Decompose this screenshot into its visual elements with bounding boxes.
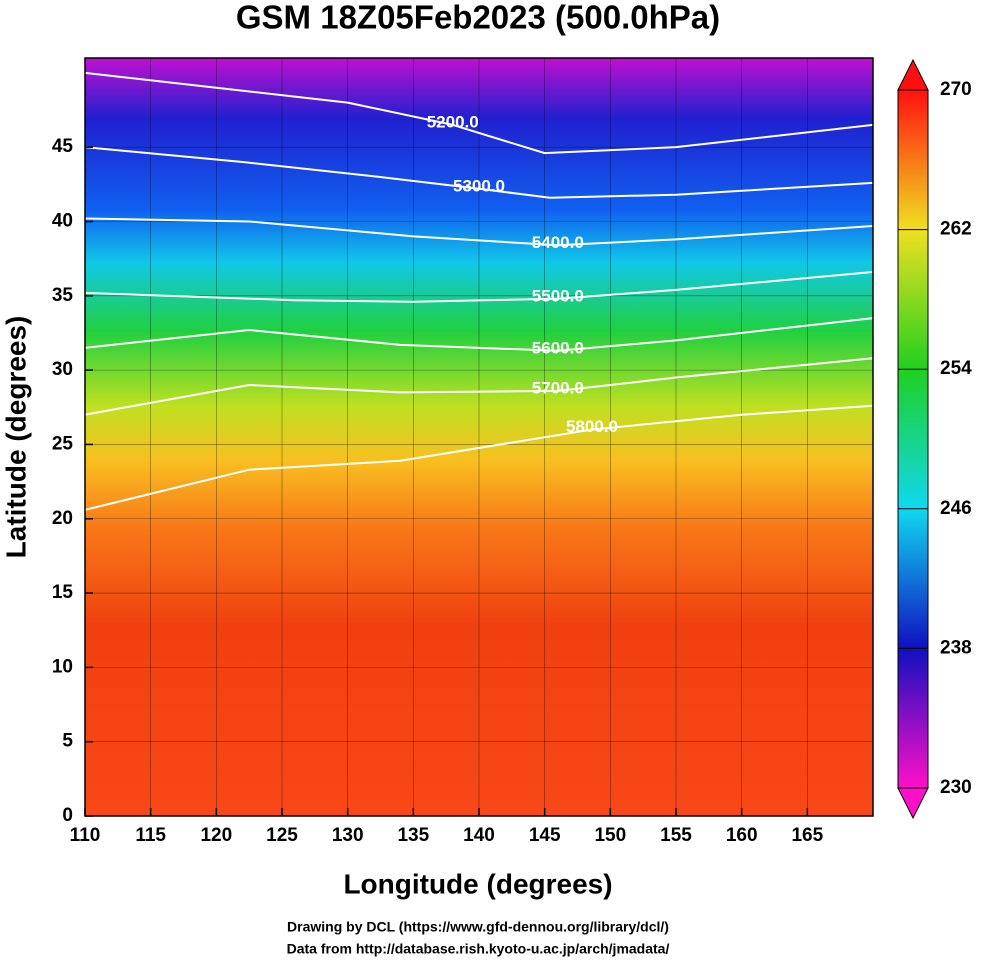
title: GSM 18Z05Feb2023 (500.0hPa) [236,0,720,36]
contour-line [84,404,874,511]
y-tick-label: 20 [52,508,73,529]
colorbar [897,89,929,789]
y-tick-label: 5 [62,731,73,752]
contour-label: 5400.0 [532,233,584,252]
x-tick-label: 120 [200,825,232,846]
contour-line [84,71,874,155]
y-tick-label: 30 [52,359,73,380]
x-tick-label: 165 [791,825,823,846]
contour-label: 5700.0 [532,378,584,397]
colorbar-max-arrow [897,58,929,91]
contour-label: 5600.0 [532,338,584,357]
x-tick-label: 155 [660,825,692,846]
y-tick-label: 25 [52,433,74,454]
y-tick-label: 45 [52,136,74,157]
footer-credit: Drawing by DCL (https://www.gfd-dennou.o… [287,919,669,935]
x-tick-label: 125 [266,825,298,846]
colorbar-tick-label: 262 [940,219,972,240]
x-tick-label: 140 [463,825,495,846]
y-tick-label: 0 [62,805,73,826]
contour-line [84,217,874,247]
contour-line [84,317,874,352]
contour-label: 5200.0 [427,112,479,131]
colorbar-tick-label: 246 [940,498,972,519]
contour-line [84,271,874,303]
contour-label: 5800.0 [566,417,618,436]
y-tick-label: 10 [52,656,73,677]
x-tick-label: 115 [135,825,166,846]
x-tick-label: 135 [397,825,429,846]
y-axis-label: Latitude (degrees) [0,316,31,559]
x-tick-label: 130 [332,825,364,846]
contour-label: 5500.0 [532,286,584,305]
x-tick-label: 160 [726,825,758,846]
colorbar-tick-label: 254 [940,358,972,379]
x-tick-label: 110 [70,825,101,846]
y-tick-label: 15 [52,582,74,603]
contour-line [84,146,874,199]
colorbar-tick-label: 230 [940,777,972,798]
y-tick-label: 35 [52,285,74,306]
x-tick-label: 150 [594,825,626,846]
x-tick-label: 145 [529,825,561,846]
colorbar-tick-label: 238 [940,637,972,658]
contour-label: 5300.0 [453,176,505,195]
footer-source: Data from http://database.rish.kyoto-u.a… [287,941,670,957]
y-tick-label: 40 [52,211,73,232]
contour-line [84,357,874,416]
x-axis-label: Longitude (degrees) [343,868,612,899]
colorbar-min-arrow [897,787,929,820]
colorbar-tick-label: 270 [940,79,972,100]
